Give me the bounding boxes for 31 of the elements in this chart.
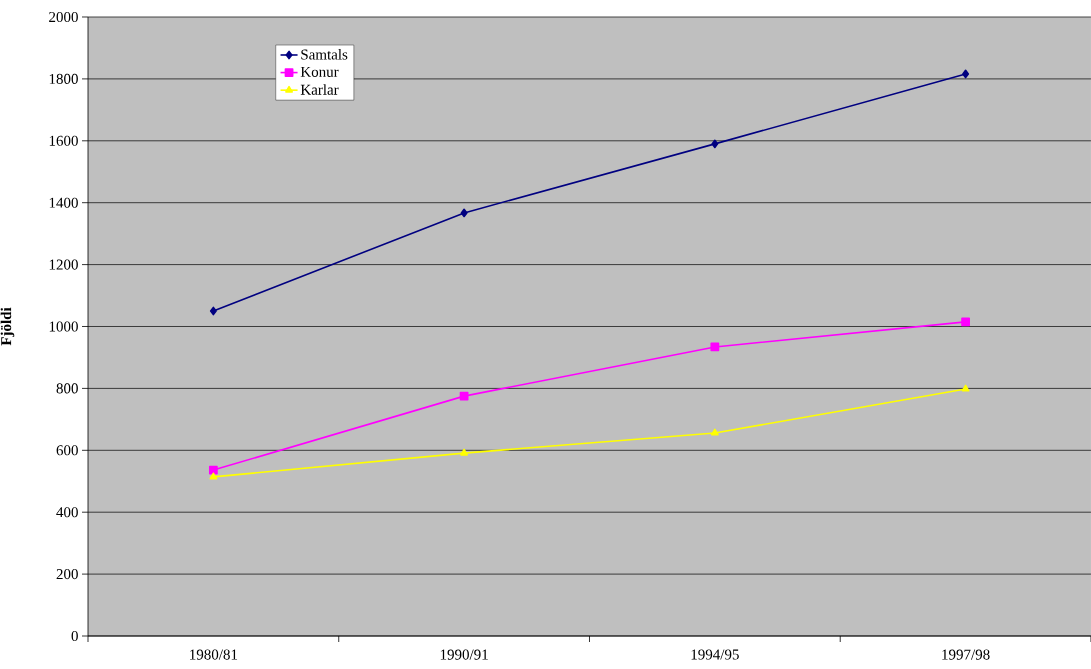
x-tick-label: 1997/98 bbox=[942, 649, 990, 660]
point bbox=[711, 139, 719, 149]
point bbox=[961, 384, 970, 392]
y-tick-label: 600 bbox=[56, 445, 78, 456]
point bbox=[460, 448, 469, 456]
point bbox=[208, 465, 218, 475]
point bbox=[710, 428, 719, 436]
x-tick-label: 1990/91 bbox=[440, 649, 488, 660]
y-tick-label: 1400 bbox=[49, 197, 78, 208]
y-tick-label: 800 bbox=[56, 383, 78, 394]
y-tick-label: 1600 bbox=[49, 135, 78, 146]
point bbox=[460, 208, 468, 218]
y-axis-title: Fjöldi bbox=[0, 307, 15, 346]
y-tick-label: 1800 bbox=[49, 73, 78, 84]
point bbox=[209, 306, 217, 316]
legend-label: Konur bbox=[300, 66, 339, 77]
point bbox=[961, 317, 970, 327]
legend-label: Karlar bbox=[300, 84, 339, 95]
y-tick-label: 400 bbox=[56, 507, 78, 518]
y-tick-label: 1200 bbox=[49, 259, 78, 270]
y-tick-label: 2000 bbox=[49, 11, 78, 23]
x-tick-label: 1994/95 bbox=[691, 649, 739, 660]
legend-label: Samtals bbox=[301, 49, 348, 60]
x-tick-label: 1980/81 bbox=[190, 649, 238, 660]
point bbox=[962, 69, 970, 79]
point bbox=[710, 342, 720, 352]
point bbox=[459, 391, 469, 401]
point bbox=[209, 472, 218, 480]
y-tick-label: 0 bbox=[71, 630, 78, 642]
y-tick-label: 1000 bbox=[49, 321, 78, 332]
y-tick-label: 200 bbox=[56, 569, 78, 580]
